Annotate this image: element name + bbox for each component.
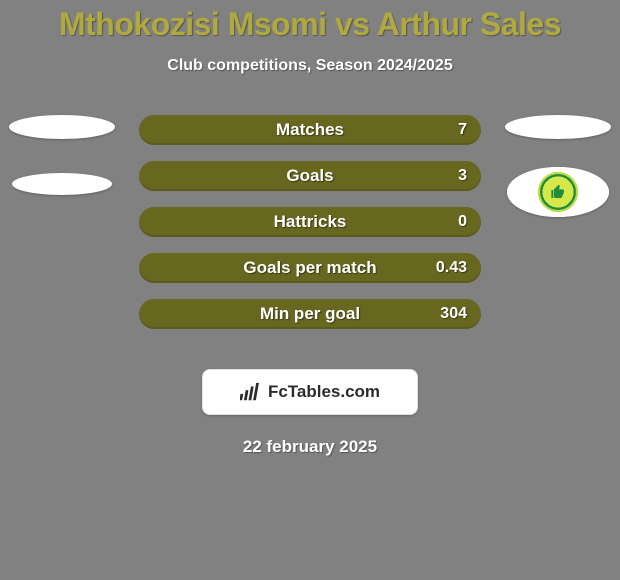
stat-label: Min per goal <box>139 299 481 329</box>
stats-area: Matches 7 Goals 3 Hattricks 0 Goals per … <box>0 115 620 325</box>
stat-value-right: 304 <box>440 299 467 329</box>
stat-value-right: 7 <box>458 115 467 145</box>
bar-chart-icon <box>240 381 262 403</box>
brand-text: FcTables.com <box>268 382 380 402</box>
club-badge <box>507 167 609 217</box>
brand-link[interactable]: FcTables.com <box>202 369 418 415</box>
player-badge-placeholder <box>9 115 115 139</box>
stat-label: Goals <box>139 161 481 191</box>
stat-label: Goals per match <box>139 253 481 283</box>
stat-value-right: 0 <box>458 207 467 237</box>
left-badge-column <box>2 115 122 195</box>
stat-label: Hattricks <box>139 207 481 237</box>
generation-date: 22 february 2025 <box>0 437 620 457</box>
stat-bar: Min per goal 304 <box>139 299 481 329</box>
player-badge-placeholder <box>505 115 611 139</box>
club-logo <box>507 167 609 217</box>
page-title: Mthokozisi Msomi vs Arthur Sales <box>0 0 620 43</box>
stat-value-right: 3 <box>458 161 467 191</box>
stat-bar: Hattricks 0 <box>139 207 481 237</box>
stat-bar: Goals per match 0.43 <box>139 253 481 283</box>
right-badge-column <box>498 115 618 217</box>
stat-bar-list: Matches 7 Goals 3 Hattricks 0 Goals per … <box>139 115 481 345</box>
stat-label: Matches <box>139 115 481 145</box>
stat-bar: Goals 3 <box>139 161 481 191</box>
sundowns-crest-icon <box>538 172 578 212</box>
stat-value-right: 0.43 <box>436 253 467 283</box>
club-badge-placeholder <box>12 173 112 195</box>
thumbs-up-icon <box>550 184 566 200</box>
stat-bar: Matches 7 <box>139 115 481 145</box>
page-root: Mthokozisi Msomi vs Arthur Sales Club co… <box>0 0 620 580</box>
page-subtitle: Club competitions, Season 2024/2025 <box>0 57 620 75</box>
